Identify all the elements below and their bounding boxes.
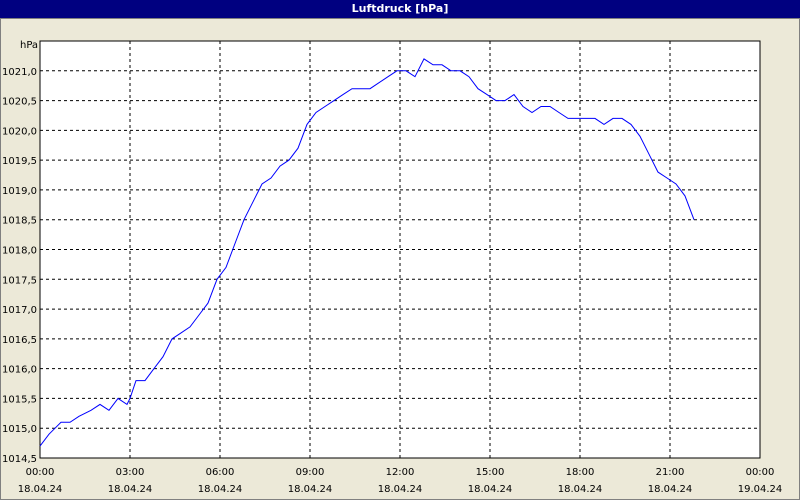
x-tick-date: 18.04.24 — [288, 484, 333, 495]
y-tick-label: 1016,0 — [2, 365, 37, 376]
x-tick-time: 00:00 — [26, 467, 55, 478]
y-axis-ticks: 1014,5 1015,0 1015,5 1016,0 1016,5 1017,0 1017… — [2, 67, 37, 465]
y-axis-label: hPa — [20, 40, 38, 51]
y-tick-label: 1018,5 — [2, 216, 37, 227]
y-tick-label: 1019,5 — [2, 156, 37, 167]
y-tick-label: 1017,5 — [2, 275, 37, 286]
x-tick-date: 18.04.24 — [378, 484, 423, 495]
grid — [40, 41, 760, 459]
y-tick-label: 1015,0 — [2, 424, 37, 435]
x-tick-time: 09:00 — [296, 467, 325, 478]
x-tick-date: 18.04.24 — [558, 484, 603, 495]
y-tick-label: 1021,0 — [2, 67, 37, 78]
y-tick-label: 1019,0 — [2, 186, 37, 197]
x-tick-time: 03:00 — [116, 467, 145, 478]
x-tick-time: 00:00 — [746, 467, 775, 478]
y-tick-label: 1017,0 — [2, 305, 37, 316]
y-tick-label: 1018,0 — [2, 246, 37, 257]
x-tick-date: 18.04.24 — [648, 484, 693, 495]
y-tick-label: 1020,0 — [2, 126, 37, 137]
series-line — [39, 58, 695, 447]
x-tick-time: 15:00 — [476, 467, 505, 478]
x-tick-time: 06:00 — [206, 467, 235, 478]
y-tick-label: 1014,5 — [2, 454, 37, 465]
x-tick-time: 18:00 — [566, 467, 595, 478]
series-group — [39, 58, 695, 447]
x-tick-date: 18.04.24 — [468, 484, 513, 495]
window-title: Luftdruck [hPa] — [0, 0, 800, 18]
x-tick-date: 19.04.24 — [738, 484, 783, 495]
x-tick-time: 12:00 — [386, 467, 415, 478]
y-tick-label: 1020,5 — [2, 97, 37, 108]
x-tick-date: 18.04.24 — [198, 484, 243, 495]
y-tick-label: 1016,5 — [2, 335, 37, 346]
x-tick-date: 18.04.24 — [18, 484, 63, 495]
x-axis-ticks: 00:00 18.04.24 03:00 18.04.24 06:00 18.04.24 0… — [18, 467, 783, 495]
x-tick-time: 21:00 — [656, 467, 685, 478]
y-tick-label: 1015,5 — [2, 394, 37, 405]
x-tick-date: 18.04.24 — [108, 484, 153, 495]
